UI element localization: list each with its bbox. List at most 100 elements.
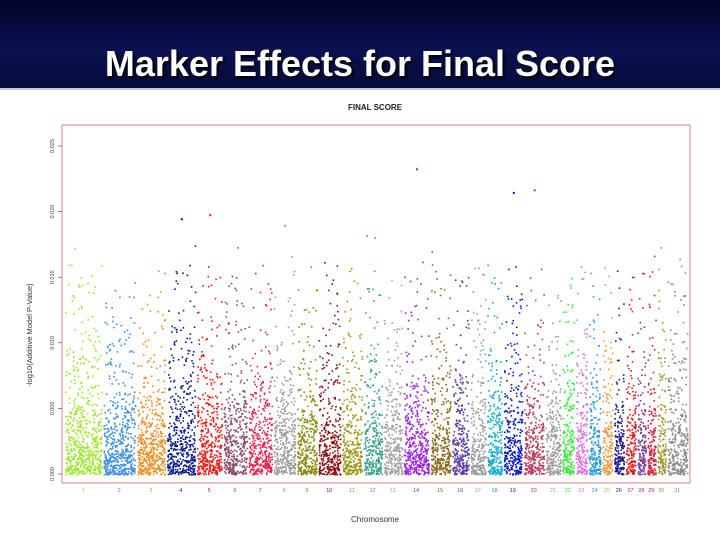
data-point	[338, 343, 341, 346]
data-point	[112, 404, 114, 407]
data-point	[366, 462, 369, 465]
data-point	[381, 438, 383, 440]
data-point	[364, 461, 367, 464]
data-point	[336, 450, 339, 452]
data-point	[177, 472, 180, 474]
data-point	[238, 423, 241, 426]
data-point	[237, 431, 239, 433]
data-point	[201, 450, 203, 452]
data-point	[149, 455, 151, 458]
data-point	[327, 459, 330, 461]
data-point	[217, 435, 220, 437]
data-point	[259, 421, 262, 424]
data-point	[129, 411, 132, 414]
data-point	[331, 459, 333, 462]
data-point	[134, 422, 136, 424]
data-point	[326, 449, 328, 452]
data-point	[103, 404, 106, 407]
data-point	[149, 461, 151, 464]
data-point	[90, 467, 93, 470]
data-point	[239, 393, 241, 396]
data-point	[245, 461, 247, 464]
data-point	[366, 459, 369, 461]
data-point	[303, 309, 306, 312]
data-point	[316, 404, 319, 407]
data-point	[248, 437, 251, 440]
data-point	[79, 452, 82, 455]
data-point	[301, 451, 304, 453]
data-point	[115, 464, 118, 466]
data-point	[174, 407, 177, 409]
data-point	[355, 470, 358, 472]
data-point	[234, 345, 237, 348]
data-point	[288, 419, 290, 421]
data-point	[105, 437, 108, 439]
data-point	[142, 332, 144, 335]
data-point	[168, 374, 170, 376]
data-point	[152, 391, 155, 394]
data-point	[323, 473, 326, 475]
data-point	[202, 445, 205, 448]
data-point	[333, 455, 335, 458]
data-point	[91, 442, 94, 444]
data-point	[103, 434, 106, 436]
data-point	[378, 466, 381, 469]
data-point	[205, 469, 207, 472]
data-point	[130, 416, 133, 419]
data-point	[359, 388, 361, 391]
data-point	[76, 370, 79, 373]
data-point	[321, 386, 324, 389]
data-point	[289, 471, 291, 473]
data-point	[323, 450, 326, 453]
data-point	[318, 444, 321, 446]
data-point	[271, 376, 273, 379]
data-point	[330, 469, 332, 471]
data-point	[127, 443, 130, 445]
data-point	[325, 463, 327, 465]
data-point	[226, 461, 228, 464]
data-point	[228, 323, 230, 325]
data-point	[147, 382, 149, 384]
data-point	[184, 450, 186, 452]
data-point	[158, 465, 160, 467]
data-point	[124, 415, 127, 418]
data-point	[327, 424, 329, 427]
data-point	[300, 440, 303, 443]
data-point	[145, 470, 148, 473]
data-point	[373, 427, 376, 429]
data-point	[72, 424, 75, 427]
data-point	[190, 470, 192, 473]
data-point	[336, 292, 338, 295]
data-point	[374, 410, 377, 413]
data-point	[309, 395, 311, 397]
data-point	[221, 434, 223, 436]
data-point	[338, 399, 341, 401]
data-point	[121, 471, 123, 474]
data-point	[325, 422, 328, 425]
data-point	[227, 425, 229, 427]
data-point	[194, 451, 197, 453]
data-point	[300, 473, 303, 476]
data-point	[96, 467, 99, 470]
data-point	[82, 416, 84, 418]
data-point	[217, 445, 219, 448]
data-point	[379, 470, 382, 473]
data-point	[232, 347, 234, 350]
data-point	[227, 467, 230, 469]
data-point	[245, 427, 247, 429]
data-point	[356, 447, 358, 449]
data-point	[319, 444, 322, 447]
data-point	[87, 389, 89, 391]
data-point	[119, 466, 122, 469]
data-point	[236, 450, 238, 453]
data-point	[369, 472, 372, 475]
data-point	[334, 443, 337, 446]
data-point	[221, 403, 223, 406]
data-point	[144, 376, 147, 379]
data-point	[237, 247, 239, 249]
data-point	[284, 424, 286, 427]
data-point	[332, 465, 334, 468]
data-point	[275, 430, 277, 432]
data-point	[332, 468, 334, 471]
data-point	[215, 473, 217, 475]
